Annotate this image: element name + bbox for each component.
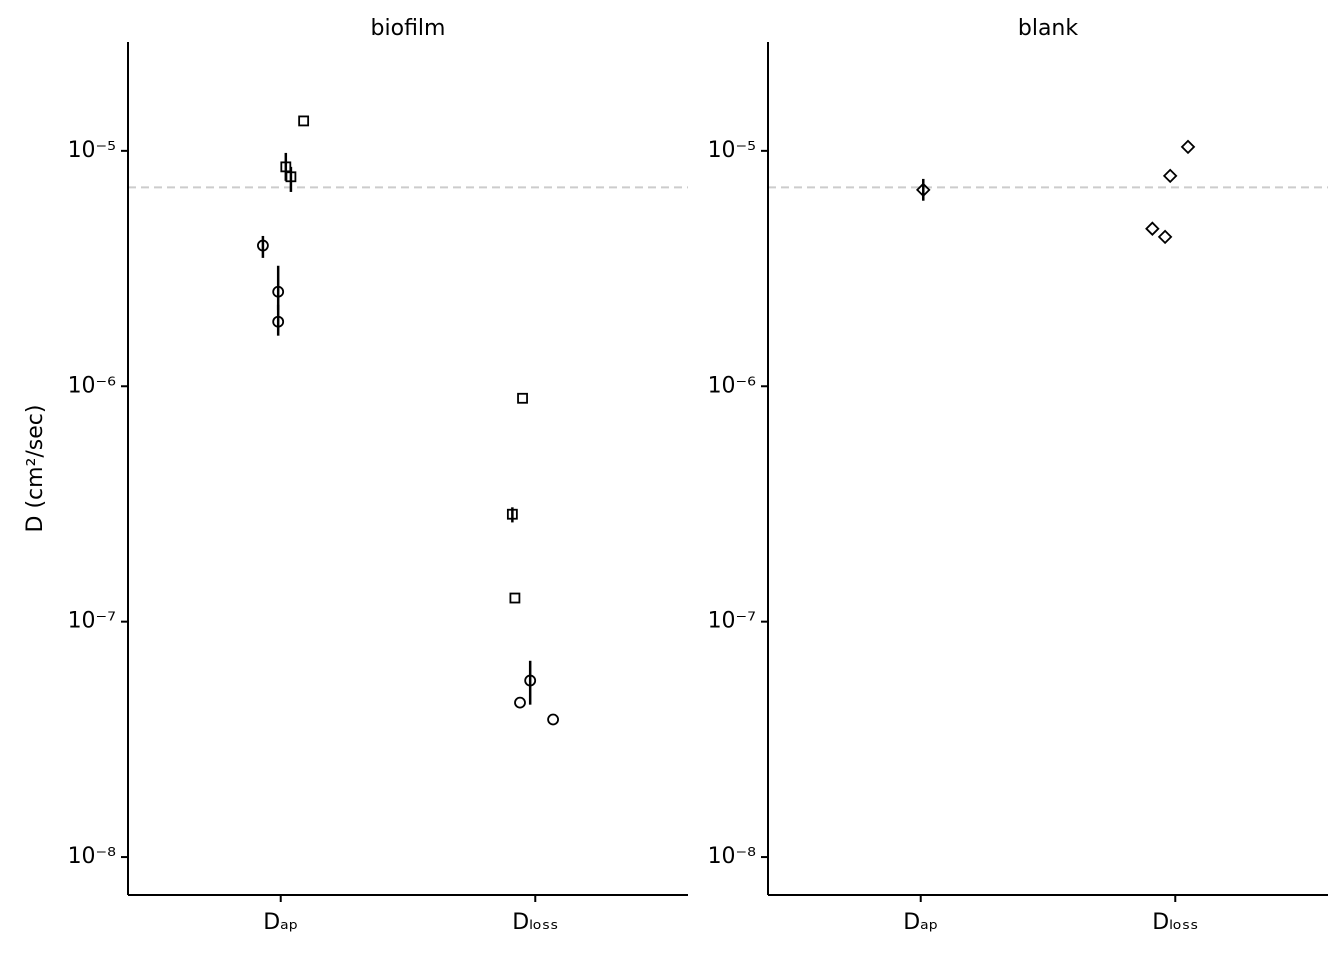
x-tick-label: Dₐₚ <box>903 910 938 935</box>
panel-title: blank <box>1018 16 1079 41</box>
y-tick-label: 10⁻⁶ <box>68 373 117 398</box>
y-tick-label: 10⁻⁵ <box>68 138 116 163</box>
y-tick-label: 10⁻⁸ <box>708 844 757 869</box>
point <box>285 171 297 183</box>
point <box>514 696 526 709</box>
y-tick-label: 10⁻⁷ <box>708 609 756 634</box>
y-axis-label: D (cm²/sec) <box>23 405 48 533</box>
point <box>298 115 310 127</box>
point <box>1180 139 1196 155</box>
point <box>506 508 518 520</box>
point <box>547 713 559 726</box>
point <box>524 674 537 687</box>
x-tick-label: Dₗₒₛₛ <box>1152 910 1198 935</box>
x-tick-label: Dₐₚ <box>263 910 298 935</box>
y-tick-label: 10⁻⁵ <box>708 138 756 163</box>
point <box>1162 168 1178 184</box>
panel-title: biofilm <box>371 16 446 41</box>
point <box>272 315 285 328</box>
point <box>509 592 521 604</box>
y-tick-label: 10⁻⁷ <box>68 609 116 634</box>
point <box>1157 229 1173 245</box>
point <box>1145 221 1160 236</box>
x-tick-label: Dₗₒₛₛ <box>512 910 558 935</box>
point <box>915 182 931 198</box>
y-tick-label: 10⁻⁸ <box>68 844 117 869</box>
point <box>257 239 269 252</box>
y-tick-label: 10⁻⁶ <box>708 373 757 398</box>
point <box>517 392 528 404</box>
point <box>272 285 285 298</box>
